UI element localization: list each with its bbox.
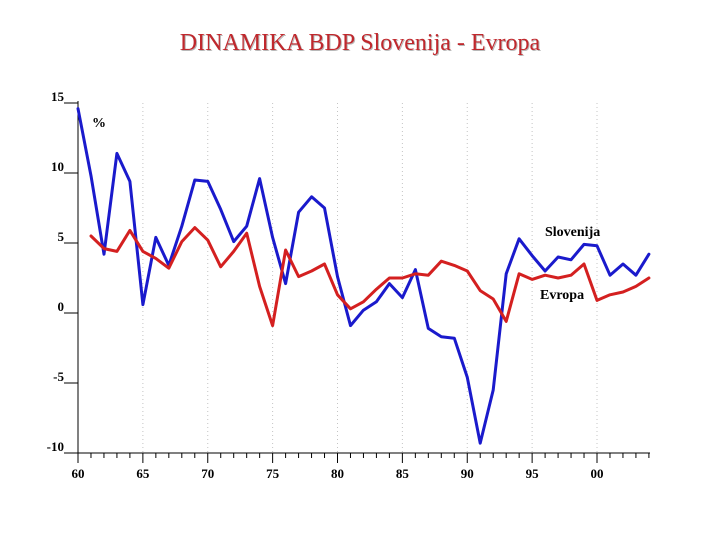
x-tick-label: 60 [72,466,85,481]
series-label-evropa: Evropa [540,288,584,303]
x-tick-label: 65 [136,466,150,481]
x-tick-label: 90 [461,466,474,481]
series-lines [76,107,651,445]
series-label-slovenija: Slovenija [545,225,600,240]
y-axis-unit-label: % [92,116,106,131]
x-tick-label: 80 [331,466,344,481]
y-tick-label: -10 [47,439,64,454]
chart-title: DINAMIKA BDP Slovenija - Evropa [179,30,541,56]
y-tick-label: 15 [51,89,65,104]
axes: 15 10 5 0 -5 -10 60 65 70 75 80 85 90 95 00 [47,89,650,481]
x-tick-label: 95 [526,466,540,481]
x-tick-label: 00 [591,466,604,481]
x-tick-label: 70 [201,466,214,481]
y-tick-label: 10 [51,159,64,174]
y-tick-label: -5 [53,369,64,384]
series-line-slovenija [76,107,651,445]
series-line-evropa [89,226,651,328]
y-tick-label: 5 [58,229,65,244]
chart-labels: % Slovenija Evropa [92,116,600,303]
x-tick-label: 75 [266,466,280,481]
y-tick-label: 0 [58,299,65,314]
x-tick-label: 85 [396,466,410,481]
